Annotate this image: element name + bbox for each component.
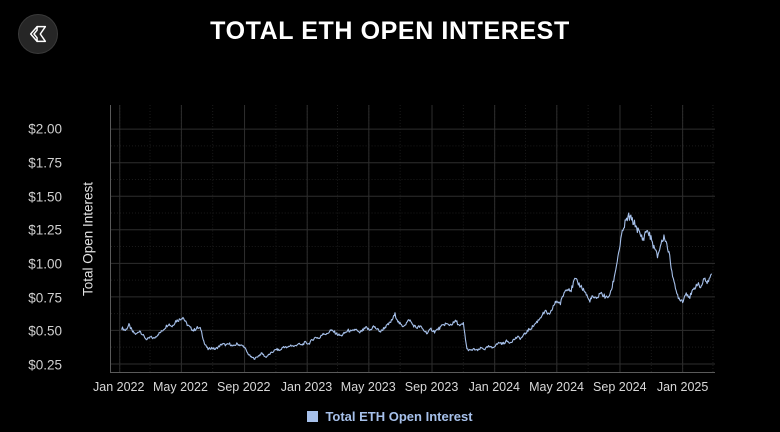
y-axis-tick: $2.00: [28, 121, 62, 137]
brand-logo-badge[interactable]: [18, 14, 58, 54]
x-axis-tick: Sep 2022: [216, 380, 271, 394]
page-title: TOTAL ETH OPEN INTEREST: [210, 17, 570, 45]
y-axis-tick: $1.50: [28, 189, 62, 205]
y-axis-tick: $0.75: [28, 290, 62, 306]
plot-area: [110, 105, 715, 373]
y-axis-tick: $0.25: [28, 357, 62, 373]
legend-swatch: [307, 411, 319, 422]
sigma-arrow-logo-icon: [27, 23, 49, 45]
x-axis-tick: Jan 2023: [280, 380, 333, 394]
plot-container: Total Open Interest: [81, 105, 715, 373]
legend-label: Total ETH Open Interest: [325, 409, 473, 424]
x-axis-tick: May 2024: [529, 380, 584, 394]
y-axis-tick: $0.50: [28, 323, 62, 339]
x-axis-tick: Sep 2023: [404, 380, 459, 394]
y-axis-tick: $1.75: [28, 155, 62, 171]
y-axis-title: Total Open Interest: [80, 181, 96, 297]
x-axis-tick: Jan 2022: [93, 380, 145, 394]
x-axis-tick: Jan 2024: [468, 380, 521, 394]
y-axis-tick: $1.00: [28, 256, 62, 272]
chart-legend[interactable]: Total ETH Open Interest: [0, 409, 780, 424]
x-axis-tick: May 2022: [153, 380, 208, 394]
x-axis-tick: Jan 2025: [656, 380, 709, 394]
y-axis-tick: $1.25: [28, 222, 62, 238]
series-line-total-eth-open-interest: [121, 212, 712, 360]
x-axis-tick: Sep 2024: [593, 380, 647, 394]
x-axis-tick: May 2023: [340, 380, 396, 394]
